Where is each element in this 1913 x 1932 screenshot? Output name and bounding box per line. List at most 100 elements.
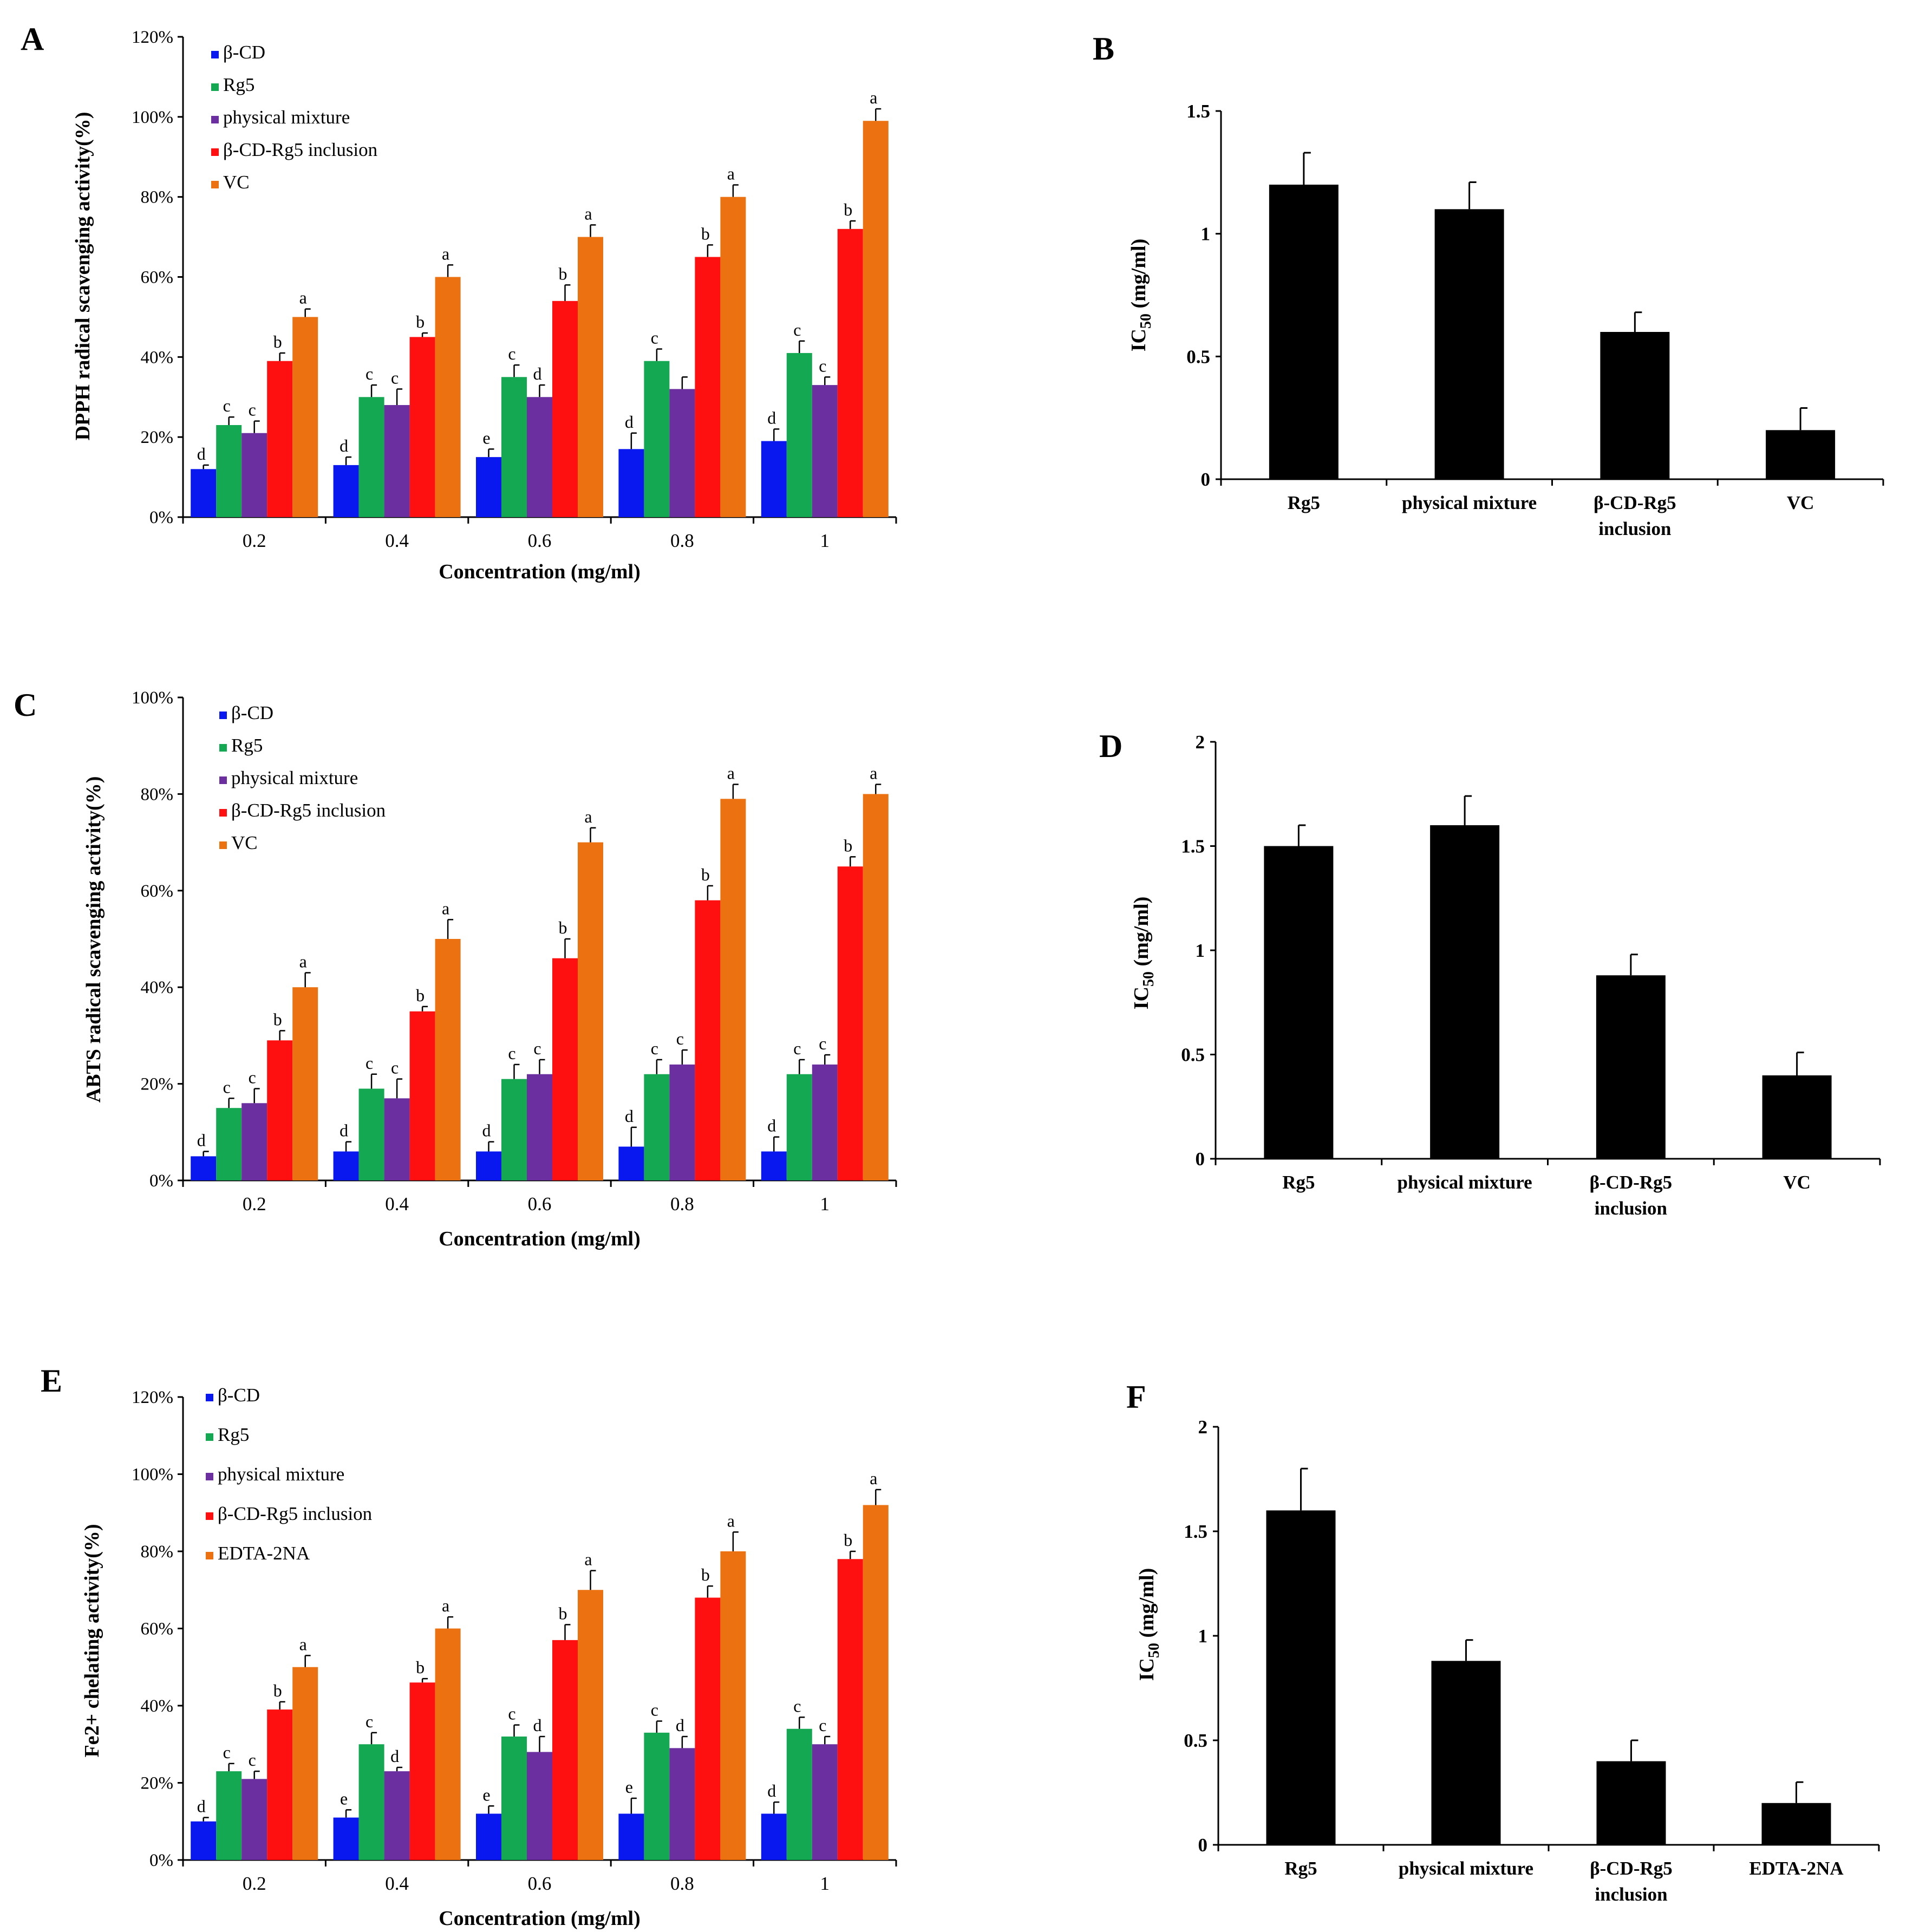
bar	[1766, 430, 1836, 479]
significance-letter: d	[533, 1715, 542, 1735]
significance-letter: c	[223, 1742, 231, 1762]
significance-letter: c	[793, 1696, 801, 1715]
significance-letter: a	[870, 763, 877, 783]
significance-letter: d	[676, 1715, 684, 1735]
x-tick-label: VC	[1783, 1172, 1811, 1193]
legend-entry: β-CD-Rg5 inclusion	[223, 139, 377, 160]
panel-label: A	[21, 21, 44, 57]
x-tick-label: 0.2	[243, 1873, 266, 1894]
x-tick-label: 0.8	[670, 1873, 694, 1894]
significance-letter: c	[365, 1053, 373, 1073]
chart-b: B 0 0.5 1 1.5 Rg5 physical mixture β-CD-Rg5 incl…	[1093, 31, 1884, 539]
significance-letter: d	[339, 436, 348, 455]
y-tick-label: 1.5	[1184, 1521, 1207, 1542]
bar	[292, 987, 318, 1180]
bar	[644, 1074, 670, 1180]
y-tick-label: 0.5	[1186, 346, 1210, 367]
bar	[241, 433, 267, 517]
significance-letter: d	[482, 1121, 491, 1140]
bar	[786, 353, 812, 517]
bar	[267, 1709, 293, 1860]
chart-f: F 0 0.5 1 1.5 2 Rg5 physical mixture β-CD-Rg5 inc…	[1126, 1379, 1880, 1905]
significance-letter: e	[482, 428, 490, 447]
significance-letter: a	[727, 763, 735, 783]
significance-letter: d	[767, 1781, 776, 1800]
x-axis-title: Concentration (mg/ml)	[439, 1907, 641, 1930]
x-tick-label: 0.2	[243, 1193, 266, 1215]
significance-letter: a	[442, 898, 449, 918]
x-tick-label: inclusion	[1598, 518, 1671, 539]
bar	[578, 842, 603, 1180]
significance-letter: c	[249, 1068, 256, 1087]
bar	[695, 257, 721, 517]
x-tick-label: 0.6	[528, 1873, 552, 1894]
chart-a: A 0% 20% 40% 60% 80% 100% 120% 0.2 0.4 0.6 0.8 1 d d e d…	[21, 21, 897, 583]
legend-swatch	[206, 1473, 213, 1480]
significance-letter: c	[391, 1058, 399, 1078]
significance-letter: d	[625, 1106, 634, 1126]
legend-entry: Rg5	[223, 74, 254, 95]
y-axis-title: DPPH radical scavenging activity(%)	[71, 112, 94, 441]
legend-entry: physical mixture	[223, 107, 350, 128]
significance-letter: a	[442, 244, 449, 263]
legend-entry: VC	[231, 832, 258, 853]
bar	[501, 1737, 527, 1860]
bar	[644, 361, 670, 517]
panel-label: B	[1093, 31, 1114, 67]
x-tick-label: β-CD-Rg5	[1594, 492, 1676, 513]
bar	[1761, 1803, 1831, 1845]
bar	[786, 1074, 812, 1180]
bar	[761, 441, 787, 517]
y-axis-title: ABTS radical scavenging activity(%)	[82, 776, 105, 1103]
significance-letter: c	[819, 1034, 826, 1053]
bar	[267, 361, 293, 517]
bar	[837, 1559, 863, 1860]
bar	[578, 237, 603, 517]
x-tick-label: β-CD-Rg5	[1590, 1172, 1673, 1193]
legend-swatch	[219, 744, 227, 752]
x-tick-label: 1	[820, 530, 830, 551]
significance-letter: b	[701, 1565, 710, 1584]
bar	[476, 1151, 501, 1180]
significance-letter: c	[508, 1043, 515, 1063]
bar	[1762, 1075, 1832, 1159]
bar	[1596, 975, 1666, 1159]
bar	[216, 1771, 242, 1860]
bar	[695, 1597, 721, 1860]
x-tick-label: Rg5	[1288, 492, 1320, 513]
significance-letter: c	[249, 400, 256, 420]
x-tick-label: Rg5	[1282, 1172, 1315, 1193]
x-tick-label: 1	[820, 1873, 830, 1894]
y-tick-label: 80%	[141, 785, 174, 804]
bar	[358, 397, 384, 517]
y-tick-label: 0	[1201, 469, 1211, 490]
bar	[409, 337, 435, 517]
significance-letter: e	[625, 1777, 633, 1797]
y-tick-label: 60%	[141, 882, 174, 901]
significance-letter: b	[559, 264, 567, 283]
x-tick-label: inclusion	[1595, 1198, 1667, 1219]
legend-swatch	[211, 83, 219, 91]
bar	[863, 794, 889, 1180]
significance-letter: a	[299, 288, 307, 308]
x-tick-label: physical mixture	[1398, 1172, 1532, 1193]
bar	[435, 1628, 461, 1860]
significance-letter: c	[676, 1029, 684, 1048]
x-axis-title: Concentration (mg/ml)	[439, 1228, 641, 1250]
legend-swatch	[211, 51, 219, 58]
significance-letter: b	[416, 312, 425, 331]
bar	[552, 301, 578, 517]
panel-label: E	[41, 1363, 62, 1399]
bar	[333, 465, 359, 517]
bar	[384, 1771, 410, 1860]
y-tick-label: 0	[1196, 1148, 1205, 1170]
legend-entry: β-CD	[223, 42, 265, 63]
chart-e: E 0% 20% 40% 60% 80% 100% 120% 0.2 0.4 0.6 0.8 1 d e e e…	[41, 1363, 897, 1930]
legend-entry: β-CD	[218, 1385, 260, 1406]
y-tick-label: 2	[1198, 1417, 1208, 1438]
y-tick-label: 100%	[132, 1465, 173, 1485]
significance-letter: c	[365, 364, 373, 383]
significance-letter: a	[584, 204, 592, 223]
significance-letter: b	[273, 1681, 282, 1700]
